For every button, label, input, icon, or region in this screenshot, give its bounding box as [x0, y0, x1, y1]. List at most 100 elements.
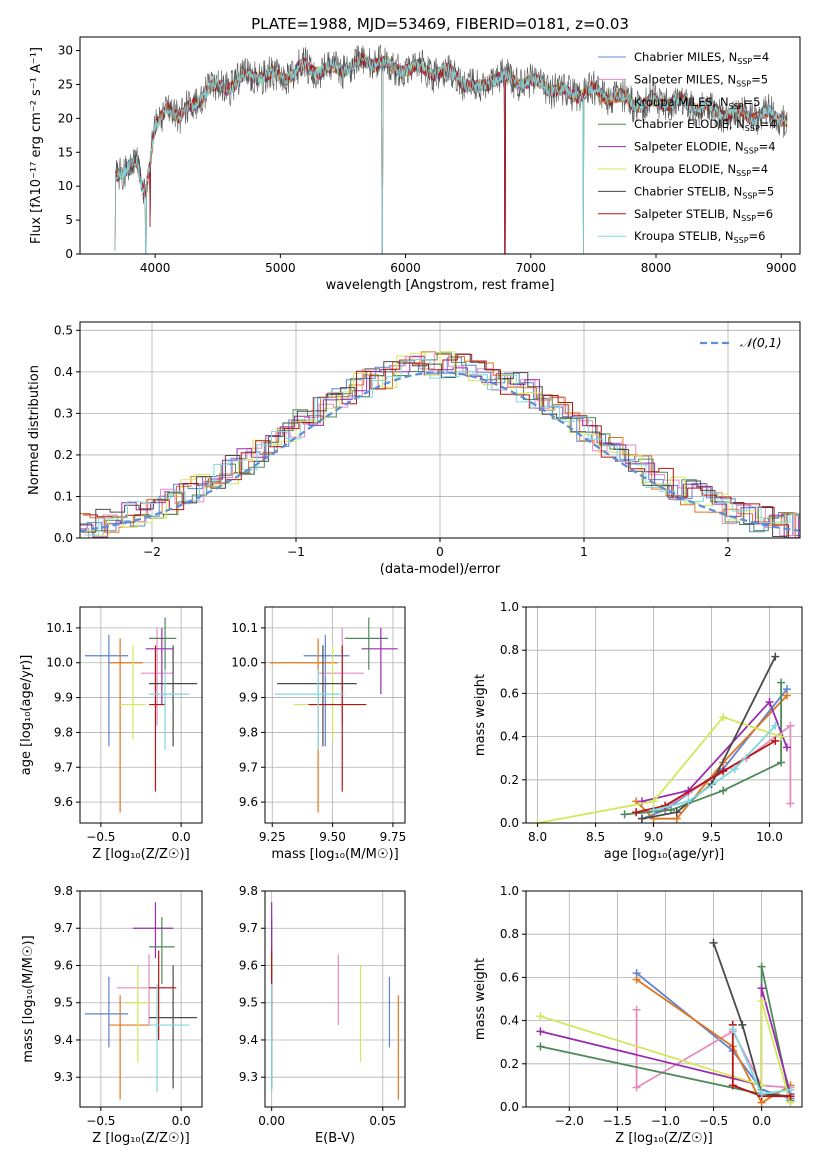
legend-subscript: SSP: [736, 169, 751, 178]
weight-line-salpeter-elodie: [641, 700, 788, 803]
y-tick-label: 9.6: [54, 795, 73, 809]
figure-title: PLATE=1988, MJD=53469, FIBERID=0181, z=0…: [251, 15, 629, 33]
panel-age_vs_mass: 9.25 9.50 9.75 9.6 9.7 9.8 9.9 10.0 10.1 mass [lo…: [231, 606, 407, 862]
weight-marker: [632, 975, 641, 984]
histogram-kroupa-miles: [80, 351, 800, 538]
weight-marker: [620, 810, 629, 819]
weight-marker: [632, 1005, 641, 1014]
weight-marker: [771, 736, 780, 745]
y-tick-label: 9.9: [239, 691, 258, 705]
y-tick-label: 9.6: [239, 795, 258, 809]
panel-spectrum: 4000 5000 6000 7000 8000 9000 0 5 10 15 20 25 30 wave…: [29, 36, 801, 293]
y-tick-label: 0.6: [500, 686, 519, 700]
x-tick-label: −0.5: [86, 830, 115, 844]
y-tick-label: 10.0: [46, 656, 73, 670]
histogram-chabrier-stelib: [81, 353, 800, 537]
legend-spectrum: Chabrier MILES, NSSP=4 Salpeter MILES, NS…: [598, 50, 777, 245]
y-tick-label: 5: [65, 213, 73, 227]
x-tick-label: 6000: [390, 261, 421, 275]
y-tick-label: 0.4: [500, 1014, 519, 1028]
legend-label: Salpeter ELODIE, NSSP=4: [634, 140, 776, 156]
y-tick-label: 9.5: [54, 996, 73, 1010]
weight-line-chabrier-stelib: [641, 656, 777, 820]
x-tick-label: 0.00: [258, 1114, 285, 1128]
weight-marker: [649, 806, 658, 815]
legend-nssp: =6: [749, 229, 766, 243]
x-tick-label: 7000: [516, 261, 547, 275]
axes-frame: [79, 36, 801, 255]
weight-marker: [536, 1027, 545, 1036]
legend-nssp: =5: [757, 184, 774, 198]
legend-nssp: =4: [751, 162, 768, 176]
legend-label: Salpeter MILES, NSSP=5: [634, 72, 768, 88]
weight-line-salpeter-stelib: [731, 1024, 791, 1098]
x-axis-label: E(B-V): [315, 1131, 355, 1146]
weight-marker: [786, 1085, 795, 1094]
histogram-kroupa-stelib: [84, 359, 800, 536]
weight-line-chabrier-miles: [641, 688, 788, 820]
weight-marker: [777, 732, 786, 741]
x-tick-label: 5000: [265, 261, 296, 275]
x-axis-label: mass [log₁₀(M/M☉)]: [271, 847, 398, 862]
histogram-chabrier-miles: [80, 357, 800, 536]
y-tick-label: 9.7: [239, 921, 258, 935]
weight-marker: [709, 938, 718, 947]
x-tick-label: 8.5: [586, 830, 605, 844]
plot-area-weight_vs_age: [533, 652, 795, 823]
weight-line-kroupa-miles: [636, 978, 791, 1104]
x-tick-label: −1: [287, 545, 305, 559]
legend-label: Chabrier STELIB, NSSP=5: [634, 184, 774, 200]
y-tick-label: 0.0: [500, 816, 519, 830]
panel-weight_vs_age: 8.0 8.5 9.0 9.5 10.0 0.0 0.2 0.4 0.6 0.8 1.0 age [l…: [473, 600, 803, 862]
x-tick-label: 1: [580, 545, 588, 559]
weight-marker: [786, 721, 795, 730]
y-tick-label: 9.6: [54, 958, 73, 972]
weight-marker: [632, 808, 641, 817]
y-tick-label: 9.4: [239, 1033, 258, 1047]
x-axis-label: (data-model)/error: [380, 562, 501, 577]
weight-marker: [757, 962, 766, 971]
x-tick-label: 9.25: [259, 830, 286, 844]
weight-marker: [757, 997, 766, 1006]
x-tick-label: 0: [436, 545, 444, 559]
x-tick-label: 2: [724, 545, 732, 559]
weight-marker: [757, 1090, 766, 1099]
y-tick-label: 0.2: [500, 773, 519, 787]
weight-line-kroupa-elodie: [537, 716, 782, 823]
legend-nssp: =4: [760, 117, 777, 131]
x-tick-label: −2: [143, 545, 161, 559]
x-tick-label: −2.0: [555, 1114, 584, 1128]
axes-frame: [79, 606, 203, 824]
legend-label: Kroupa ELODIE, NSSP=4: [634, 162, 768, 178]
legend-subscript: SSP: [736, 79, 751, 88]
legend-nssp: =4: [759, 140, 776, 154]
spectrum-line-kroupa-stelib: [114, 53, 788, 254]
weight-marker: [765, 698, 774, 707]
axes-frame: [79, 890, 203, 1108]
panel-mass_vs_EBV: 0.00 0.05 9.3 9.4 9.5 9.6 9.7 9.8 E(B-V): [239, 884, 406, 1146]
x-tick-label: 0.0: [752, 1114, 771, 1128]
y-tick-label: 10.1: [231, 621, 258, 635]
x-tick-label: 0.05: [369, 1114, 396, 1128]
legend-nssp: =5: [751, 72, 768, 86]
legend-subscript: SSP: [734, 236, 749, 245]
weight-marker: [777, 678, 786, 687]
x-tick-label: 0.0: [172, 830, 191, 844]
y-axis-label: mass weight: [473, 674, 488, 756]
weight-marker: [777, 758, 786, 767]
x-axis-label: Z [log₁₀(Z/Z☉)]: [615, 1131, 712, 1146]
plot-area-age_vs_Z: [84, 617, 198, 813]
x-tick-label: 9.50: [319, 830, 346, 844]
y-tick-label: 0.5: [54, 323, 73, 337]
histogram-salpeter-miles: [80, 353, 800, 538]
weight-marker: [786, 799, 795, 808]
spectrum-line-chabrier-stelib: [114, 44, 788, 254]
weight-marker: [719, 713, 728, 722]
legend-subscript: SSP: [741, 214, 756, 223]
x-tick-label: 9.75: [380, 830, 407, 844]
weight-marker: [782, 691, 791, 700]
weight-marker: [728, 1025, 737, 1034]
axes-frame: [264, 606, 406, 824]
histogram-chabrier-elodie: [80, 352, 800, 532]
y-tick-label: 9.7: [239, 760, 258, 774]
